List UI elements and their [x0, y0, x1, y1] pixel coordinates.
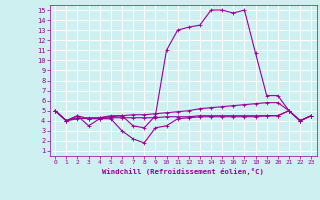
X-axis label: Windchill (Refroidissement éolien,°C): Windchill (Refroidissement éolien,°C) [102, 168, 264, 175]
